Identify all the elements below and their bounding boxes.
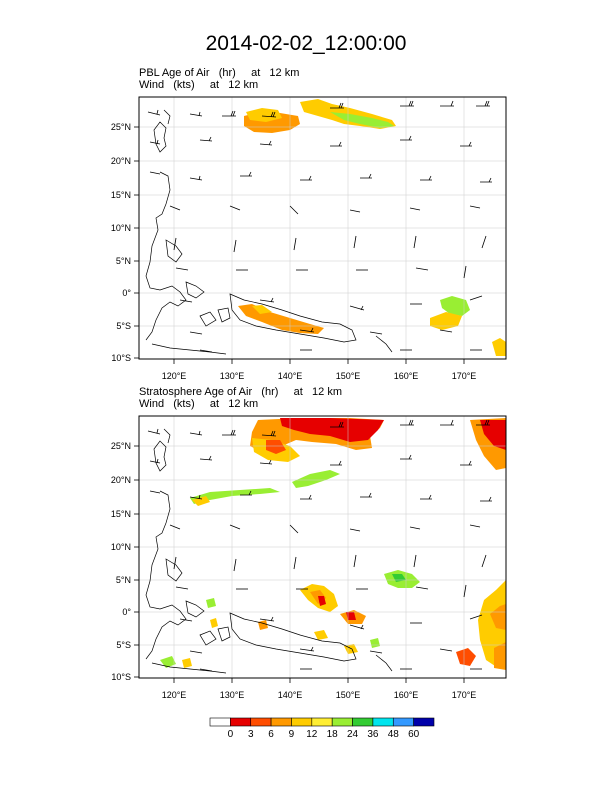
colorbar-swatch bbox=[230, 717, 252, 727]
colorbar-label: 0 bbox=[227, 729, 234, 740]
colorbar-swatch bbox=[311, 717, 333, 727]
pbl-lon-labels: 120°E 130°E 140°E 150°E 160°E 170°E bbox=[162, 371, 477, 381]
strat-lat-labels: 25°N 20°N 15°N 10°N 5°N 0° 5°S 10°S bbox=[111, 441, 132, 682]
strat-panel-title: Stratosphere Age of Air (hr) at 12 km Wi… bbox=[139, 386, 342, 410]
lon-label: 120°E bbox=[162, 371, 187, 381]
strat-ticks bbox=[134, 445, 465, 683]
lat-label: 20°N bbox=[111, 156, 131, 166]
lon-label: 140°E bbox=[278, 371, 303, 381]
figure-title: 2014-02-02_12:00:00 bbox=[205, 32, 407, 55]
strat-age-shading bbox=[160, 418, 506, 670]
pbl-title-line2: Wind (kts) at 12 km bbox=[139, 79, 259, 91]
lon-label: 150°E bbox=[336, 690, 361, 700]
colorbar-swatch bbox=[372, 717, 394, 727]
lon-label: 160°E bbox=[394, 371, 419, 381]
strat-lon-labels: 120°E 130°E 140°E 150°E 160°E 170°E bbox=[162, 690, 477, 700]
colorbar-label: 60 bbox=[408, 729, 420, 740]
pbl-wind-barbs bbox=[147, 100, 492, 353]
pbl-map-panel: 25°N 20°N 15°N 10°N 5°N 0° 5°S 10°S 120°… bbox=[111, 96, 507, 381]
colorbar-swatch bbox=[209, 717, 231, 727]
lon-label: 170°E bbox=[452, 690, 477, 700]
colorbar-label: 12 bbox=[306, 729, 318, 740]
colorbar-swatch bbox=[250, 717, 272, 727]
lat-label: 15°N bbox=[111, 509, 131, 519]
strat-title-line1: Stratosphere Age of Air (hr) at 12 km bbox=[139, 386, 342, 398]
strat-gridlines bbox=[139, 416, 506, 678]
lon-label: 140°E bbox=[278, 690, 303, 700]
lat-label: 10°N bbox=[111, 223, 131, 233]
pbl-coastlines bbox=[145, 109, 393, 355]
lat-label: 5°N bbox=[116, 256, 131, 266]
lat-label: 5°S bbox=[116, 321, 131, 331]
colorbar-label: 18 bbox=[326, 729, 338, 740]
pbl-ticks bbox=[134, 126, 465, 364]
lat-label: 25°N bbox=[111, 441, 131, 451]
colorbar-label: 3 bbox=[247, 729, 254, 740]
pbl-gridlines bbox=[139, 97, 506, 359]
lat-label: 10°N bbox=[111, 542, 131, 552]
lon-label: 150°E bbox=[336, 371, 361, 381]
colorbar-swatch bbox=[392, 717, 414, 727]
colorbar-label: 6 bbox=[268, 729, 274, 740]
pbl-lat-labels: 25°N 20°N 15°N 10°N 5°N 0° 5°S 10°S bbox=[111, 122, 132, 363]
colorbar-swatch bbox=[331, 717, 353, 727]
lat-label: 5°S bbox=[116, 640, 131, 650]
pbl-title-line1: PBL Age of Air (hr) at 12 km bbox=[139, 67, 300, 79]
strat-coastlines bbox=[145, 428, 393, 674]
lon-label: 120°E bbox=[162, 690, 187, 700]
lat-label: 10°S bbox=[111, 353, 131, 363]
lat-label: 0° bbox=[122, 288, 131, 298]
pbl-panel-title: PBL Age of Air (hr) at 12 km Wind (kts) … bbox=[139, 67, 299, 91]
lon-label: 130°E bbox=[220, 371, 245, 381]
colorbar-label: 48 bbox=[387, 729, 399, 740]
lon-label: 130°E bbox=[220, 690, 245, 700]
colorbar-swatch bbox=[291, 717, 313, 727]
strat-map-panel: 25°N 20°N 15°N 10°N 5°N 0° 5°S 10°S 120°… bbox=[111, 415, 507, 700]
lat-label: 5°N bbox=[116, 575, 131, 585]
lon-label: 170°E bbox=[452, 371, 477, 381]
colorbar-swatch bbox=[352, 717, 374, 727]
strat-wind-barbs bbox=[147, 419, 492, 672]
colorbar-label: 9 bbox=[288, 729, 295, 740]
lat-label: 20°N bbox=[111, 475, 131, 485]
lat-label: 10°S bbox=[111, 672, 131, 682]
colorbar-label: 24 bbox=[346, 729, 359, 740]
colorbar bbox=[209, 717, 435, 727]
lon-label: 160°E bbox=[394, 690, 419, 700]
colorbar-swatch bbox=[413, 717, 435, 727]
colorbar-swatch bbox=[270, 717, 292, 727]
colorbar-label: 36 bbox=[367, 729, 379, 740]
lat-label: 25°N bbox=[111, 122, 131, 132]
strat-title-line2: Wind (kts) at 12 km bbox=[139, 398, 259, 410]
lat-label: 15°N bbox=[111, 190, 131, 200]
lat-label: 0° bbox=[122, 607, 131, 617]
